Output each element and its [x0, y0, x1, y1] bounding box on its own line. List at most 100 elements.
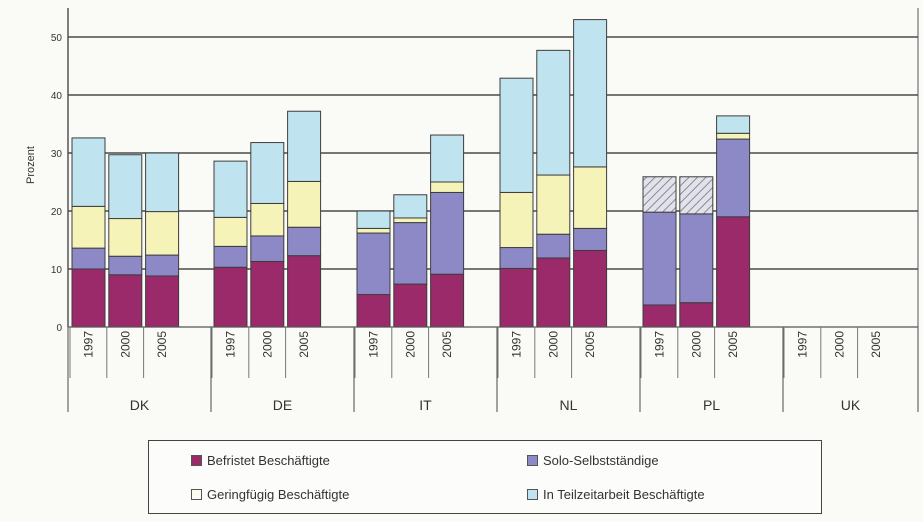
bar-segment [716, 216, 751, 328]
bar-segment [213, 245, 248, 268]
y-axis-label: Prozent [25, 146, 37, 184]
x-tick-label: 2005 [726, 331, 740, 358]
bar-segment [250, 260, 285, 328]
y-tick-label: 50 [51, 33, 63, 44]
bar-segment [679, 213, 714, 304]
bar-segment [393, 283, 428, 328]
x-tick-label: 1997 [82, 331, 96, 358]
bar-segment [642, 176, 677, 213]
legend-label: In Teilzeitarbeit Beschäftigte [543, 487, 705, 502]
bar-segment [499, 247, 534, 269]
legend-item-geringfuegig: Geringfügig Beschäftigte [191, 487, 349, 502]
bar-segment [108, 154, 143, 220]
x-group-label: DK [130, 397, 150, 413]
y-tick-label: 0 [56, 323, 62, 334]
x-tick-label: 2005 [583, 331, 597, 358]
bar-segment [213, 266, 248, 328]
bar-segment [499, 77, 534, 193]
bar-segment [287, 255, 322, 328]
bar-segment [499, 267, 534, 328]
bar-segment [71, 268, 106, 328]
x-tick-label: 1997 [367, 331, 381, 358]
bar-segment [356, 294, 391, 328]
x-tick-label: 1997 [510, 331, 524, 358]
bar-segment [642, 211, 677, 306]
bar-segment [536, 174, 571, 235]
bar-segment [536, 49, 571, 176]
bar-segment [250, 235, 285, 262]
legend-swatch [191, 489, 202, 500]
y-tick-label: 30 [51, 149, 63, 160]
bar-segment [145, 211, 180, 256]
x-group-label: IT [419, 397, 432, 413]
x-tick-label: 2005 [155, 331, 169, 358]
bar-segment [145, 152, 180, 213]
x-tick-label: 2005 [869, 331, 883, 358]
bar-segment [250, 142, 285, 204]
bar-segment [213, 216, 248, 247]
bar-segment [573, 166, 608, 229]
x-group-label: UK [841, 397, 861, 413]
bar-segment [536, 233, 571, 259]
y-tick-label: 40 [51, 91, 63, 102]
x-tick-label: 2000 [118, 331, 132, 358]
bar-segment [145, 254, 180, 277]
bar-segment [393, 222, 428, 285]
legend-label: Solo-Selbstständige [543, 453, 659, 468]
bar-segment [108, 274, 143, 328]
bar-segment [145, 275, 180, 328]
x-tick-label: 2000 [546, 331, 560, 358]
legend-swatch [191, 455, 202, 466]
bar-segment [679, 176, 714, 215]
legend-item-teilzeit: In Teilzeitarbeit Beschäftigte [527, 487, 705, 502]
bar-segment [716, 132, 751, 140]
bar-segment [213, 160, 248, 218]
bar-segment [71, 137, 106, 207]
bar-segment [393, 194, 428, 219]
bar-segment [430, 191, 465, 275]
bar-segment [573, 249, 608, 328]
bar-segment [536, 257, 571, 328]
x-group-label: NL [560, 397, 578, 413]
bar-segment [108, 255, 143, 276]
y-tick-label: 20 [51, 207, 63, 218]
bar-segment [430, 181, 465, 193]
bar-segment [393, 217, 428, 224]
bar-segment [573, 19, 608, 168]
bar-segment [499, 191, 534, 249]
legend-item-solo: Solo-Selbstständige [527, 453, 659, 468]
bar-segment [250, 202, 285, 237]
x-tick-label: 2000 [260, 331, 274, 358]
bar-segment [71, 247, 106, 270]
legend-label: Befristet Beschäftigte [207, 453, 330, 468]
x-tick-label: 2000 [689, 331, 703, 358]
x-group-label: PL [703, 397, 720, 413]
bar-segment [287, 110, 322, 182]
bar-segment [287, 180, 322, 228]
x-group-label: DE [273, 397, 292, 413]
x-tick-label: 2005 [297, 331, 311, 358]
bar-segment [716, 115, 751, 134]
bar-segment [356, 232, 391, 296]
x-tick-label: 2005 [440, 331, 454, 358]
bar-segment [642, 304, 677, 328]
x-tick-label: 1997 [653, 331, 667, 358]
x-tick-label: 1997 [796, 331, 810, 358]
legend-swatch [527, 455, 538, 466]
bar-segment [430, 134, 465, 183]
bar-segment [108, 218, 143, 257]
bar-segment [430, 273, 465, 328]
bar-segment [71, 205, 106, 249]
legend-item-befristet: Befristet Beschäftigte [191, 453, 330, 468]
bar-segment [716, 138, 751, 218]
legend-swatch [527, 489, 538, 500]
x-tick-label: 2000 [403, 331, 417, 358]
bar-segment [573, 227, 608, 251]
bar-segment [287, 226, 322, 257]
y-tick-label: 10 [51, 265, 63, 276]
bar-segment [679, 302, 714, 328]
legend-label: Geringfügig Beschäftigte [207, 487, 350, 502]
x-tick-label: 1997 [224, 331, 238, 358]
